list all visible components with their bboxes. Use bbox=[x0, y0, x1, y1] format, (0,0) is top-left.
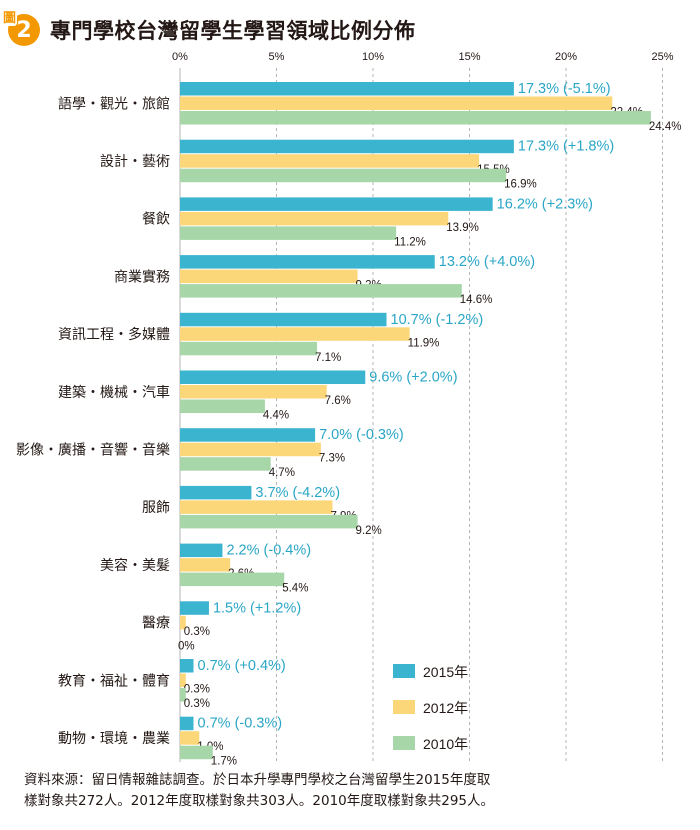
x-tick-label-0: 0% bbox=[172, 51, 188, 63]
bar-2015年 bbox=[180, 370, 366, 384]
category-label: 建築・機械・汽車 bbox=[58, 384, 170, 400]
bar-2015年 bbox=[180, 255, 435, 269]
bar-label-2012年: 11.9% bbox=[408, 337, 440, 349]
bar-2010年 bbox=[180, 572, 285, 587]
bar-2012年 bbox=[180, 731, 200, 745]
source-line-2: 樣對象共272人。2012年度取樣對象共303人。2010年度取樣對象共295人… bbox=[24, 793, 495, 809]
x-tick-label-10: 10% bbox=[362, 51, 384, 63]
bar-label-2010年: 7.1% bbox=[315, 352, 341, 364]
bar-2012年 bbox=[180, 442, 321, 457]
bar-label-2010年: 9.2% bbox=[356, 525, 382, 537]
bar-label-2010年: 11.2% bbox=[394, 236, 426, 248]
category-label: 醫療 bbox=[142, 615, 170, 631]
bar-label-2010年: 1.7% bbox=[211, 756, 237, 768]
category-label: 資訊工程・多媒體 bbox=[58, 326, 170, 342]
bar-label-2015: 9.6% (+2.0%) bbox=[369, 370, 457, 386]
bar-label-2015: 13.2% (+4.0%) bbox=[439, 254, 535, 270]
bar-label-2015: 17.3% (+1.8%) bbox=[518, 139, 614, 155]
chart-title: 專門學校台灣留學生學習領域比例分佈 bbox=[50, 19, 416, 43]
legend-label-2010年: 2010年 bbox=[423, 736, 468, 752]
bar-label-2012年: 7.3% bbox=[319, 453, 345, 465]
bar-label-2010年: 4.7% bbox=[269, 467, 295, 479]
bar-2012年 bbox=[180, 673, 186, 687]
bar-label-2010年: 0% bbox=[178, 640, 195, 652]
category-label: 商業實務 bbox=[114, 268, 170, 284]
bar-label-2012年: 0.3% bbox=[184, 684, 210, 696]
bar-2015年 bbox=[180, 82, 514, 96]
bar-label-2015: 7.0% (-0.3%) bbox=[319, 427, 404, 443]
bar-2015年 bbox=[180, 716, 194, 731]
category-label: 動物・環境・農業 bbox=[58, 730, 170, 746]
bar-2015年 bbox=[180, 659, 194, 673]
bar-label-2015: 2.2% (-0.4%) bbox=[226, 543, 311, 559]
figure-prefix: 圖 bbox=[2, 11, 18, 26]
bar-2012年 bbox=[180, 558, 231, 572]
bar-2015年 bbox=[180, 197, 493, 211]
source-line-1: 資料來源：留日情報雜誌調查。於日本升學專門學校之台灣留學生2015年度取 bbox=[24, 772, 491, 788]
bar-2012年 bbox=[180, 211, 449, 226]
bar-2015年 bbox=[180, 428, 316, 442]
category-label: 語學・觀光・旅館 bbox=[58, 95, 170, 111]
category-label: 影像・廣播・音響・音樂 bbox=[16, 441, 170, 457]
bar-2015年 bbox=[180, 485, 252, 500]
x-tick-label-15: 15% bbox=[458, 51, 480, 63]
bar-2010年 bbox=[180, 514, 358, 529]
bar-label-2012年: 13.9% bbox=[446, 222, 479, 234]
bar-label-2010年: 5.4% bbox=[282, 583, 308, 595]
bar-2012年 bbox=[180, 385, 327, 399]
x-tick-label-25: 25% bbox=[651, 51, 673, 63]
bar-2015年 bbox=[180, 139, 514, 154]
bar-2015年 bbox=[180, 543, 223, 558]
bar-2012年 bbox=[180, 96, 613, 110]
bar-2010年 bbox=[180, 168, 507, 183]
bar-label-2010年: 24.4% bbox=[649, 121, 682, 133]
bar-2010年 bbox=[180, 457, 271, 471]
bar-2012年 bbox=[180, 327, 410, 341]
bar-2010年 bbox=[180, 111, 651, 125]
bar-2010年 bbox=[180, 688, 186, 702]
bar-2010年 bbox=[180, 226, 397, 240]
bar-label-2015: 1.5% (+1.2%) bbox=[213, 600, 301, 616]
category-label: 美容・美髮 bbox=[100, 557, 170, 573]
bar-2015年 bbox=[180, 601, 209, 615]
bar-2012年 bbox=[180, 500, 333, 514]
figure-number-badge: 圖 2 bbox=[2, 12, 40, 46]
bar-label-2010年: 4.4% bbox=[263, 410, 289, 422]
bar-2010年 bbox=[180, 284, 462, 298]
category-label: 設計・藝術 bbox=[100, 153, 170, 169]
bar-2012年 bbox=[180, 615, 186, 630]
bar-2012年 bbox=[180, 269, 358, 284]
bar-label-2012年: 7.6% bbox=[325, 395, 351, 407]
bar-label-2015: 10.7% (-1.2%) bbox=[391, 312, 484, 328]
category-label: 餐飲 bbox=[142, 211, 170, 227]
bar-label-2015: 3.7% (-4.2%) bbox=[255, 485, 340, 501]
bar-2012年 bbox=[180, 154, 480, 168]
bar-label-2015: 0.7% (+0.4%) bbox=[198, 658, 286, 674]
bar-label-2012年: 0.3% bbox=[184, 626, 210, 638]
legend-label-2012年: 2012年 bbox=[423, 700, 468, 716]
bar-2010年 bbox=[180, 341, 318, 356]
bar-2010年 bbox=[180, 745, 213, 760]
figure-number: 2 bbox=[16, 17, 32, 43]
legend-label-2015年: 2015年 bbox=[423, 664, 468, 680]
source-note: 資料來源：留日情報雜誌調查。於日本升學專門學校之台灣留學生2015年度取 樣對象… bbox=[24, 770, 664, 812]
legend-swatch-2012年 bbox=[393, 700, 415, 714]
bar-label-2010年: 0.3% bbox=[184, 698, 210, 710]
figure-header: 圖 2 專門學校台灣留學生學習領域比例分佈 bbox=[2, 10, 416, 50]
x-tick-label-20: 20% bbox=[555, 51, 577, 63]
x-tick-label-5: 5% bbox=[269, 51, 285, 63]
bar-label-2015: 0.7% (-0.3%) bbox=[198, 716, 283, 732]
bar-label-2015: 16.2% (+2.3%) bbox=[497, 196, 593, 212]
bar-label-2010年: 14.6% bbox=[460, 294, 493, 306]
bar-label-2015: 17.3% (-5.1%) bbox=[518, 81, 611, 97]
category-label: 服飾 bbox=[142, 499, 170, 515]
bar-2010年 bbox=[180, 399, 265, 413]
legend-swatch-2015年 bbox=[393, 664, 415, 678]
bar-2015年 bbox=[180, 312, 387, 327]
legend-swatch-2010年 bbox=[393, 736, 415, 750]
category-label: 教育・福祉・體育 bbox=[58, 672, 170, 688]
bar-label-2010年: 16.9% bbox=[504, 179, 537, 191]
